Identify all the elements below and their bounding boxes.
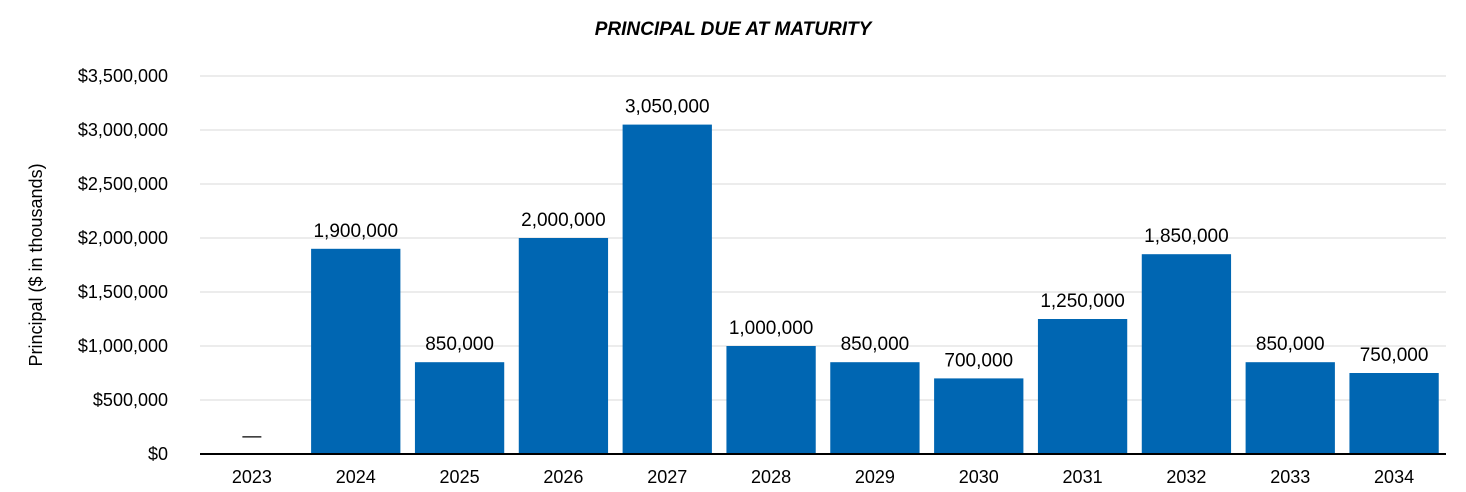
data-label: 750,000 (1360, 345, 1429, 366)
y-axis-label: Principal ($ in thousands) (26, 163, 46, 366)
x-tick-label: 2033 (1270, 467, 1310, 487)
chart-title: PRINCIPAL DUE AT MATURITY (595, 19, 874, 40)
data-label: — (242, 426, 261, 447)
bar (1141, 254, 1232, 454)
y-tick-label: $500,000 (93, 390, 168, 410)
bar (934, 378, 1024, 454)
data-label: 1,850,000 (1144, 226, 1229, 247)
data-label: 850,000 (1256, 334, 1325, 355)
data-label: 3,050,000 (625, 97, 710, 118)
y-tick-label: $0 (148, 444, 168, 464)
data-label: 2,000,000 (521, 210, 606, 231)
y-tick-label: $2,000,000 (78, 228, 168, 248)
data-label: 850,000 (425, 334, 494, 355)
x-tick-label: 2030 (959, 467, 999, 487)
data-label: 850,000 (841, 334, 910, 355)
x-tick-label: 2031 (1063, 467, 1103, 487)
bar (622, 124, 712, 454)
bar (311, 248, 401, 454)
x-tick-label: 2024 (336, 467, 376, 487)
x-tick-label: 2027 (647, 467, 687, 487)
gridlines (200, 75, 1446, 401)
x-tick-label: 2023 (232, 467, 272, 487)
data-label: 1,000,000 (729, 318, 814, 339)
data-label: 700,000 (944, 350, 1013, 371)
bar (518, 238, 609, 454)
data-labels: — 1,900,000 850,000 2,000,000 3,050,000 1,000… (242, 97, 1428, 447)
y-tick-label: $3,500,000 (78, 66, 168, 86)
data-label: 1,250,000 (1040, 291, 1125, 312)
x-tick-label: 2029 (855, 467, 895, 487)
x-tick-label: 2025 (440, 467, 480, 487)
y-tick-label: $1,000,000 (78, 336, 168, 356)
data-label: 1,900,000 (313, 221, 398, 242)
x-tick-label: 2026 (543, 467, 583, 487)
bars (311, 124, 1439, 454)
bar (1037, 319, 1128, 454)
y-axis-ticks: $0 $500,000 $1,000,000 $1,500,000 $2,000,000… (78, 66, 168, 464)
y-tick-label: $1,500,000 (78, 282, 168, 302)
x-tick-label: 2028 (751, 467, 791, 487)
y-tick-label: $3,000,000 (78, 120, 168, 140)
bar (1245, 362, 1335, 454)
x-tick-label: 2032 (1166, 467, 1206, 487)
bar (726, 346, 816, 454)
bar (830, 362, 920, 454)
x-tick-label: 2034 (1374, 467, 1414, 487)
x-axis-ticks: 2023 2024 2025 2026 2027 2028 2029 2030 2031 2032… (232, 467, 1414, 487)
y-tick-label: $2,500,000 (78, 174, 168, 194)
bar (414, 362, 505, 454)
bar (1349, 373, 1439, 454)
